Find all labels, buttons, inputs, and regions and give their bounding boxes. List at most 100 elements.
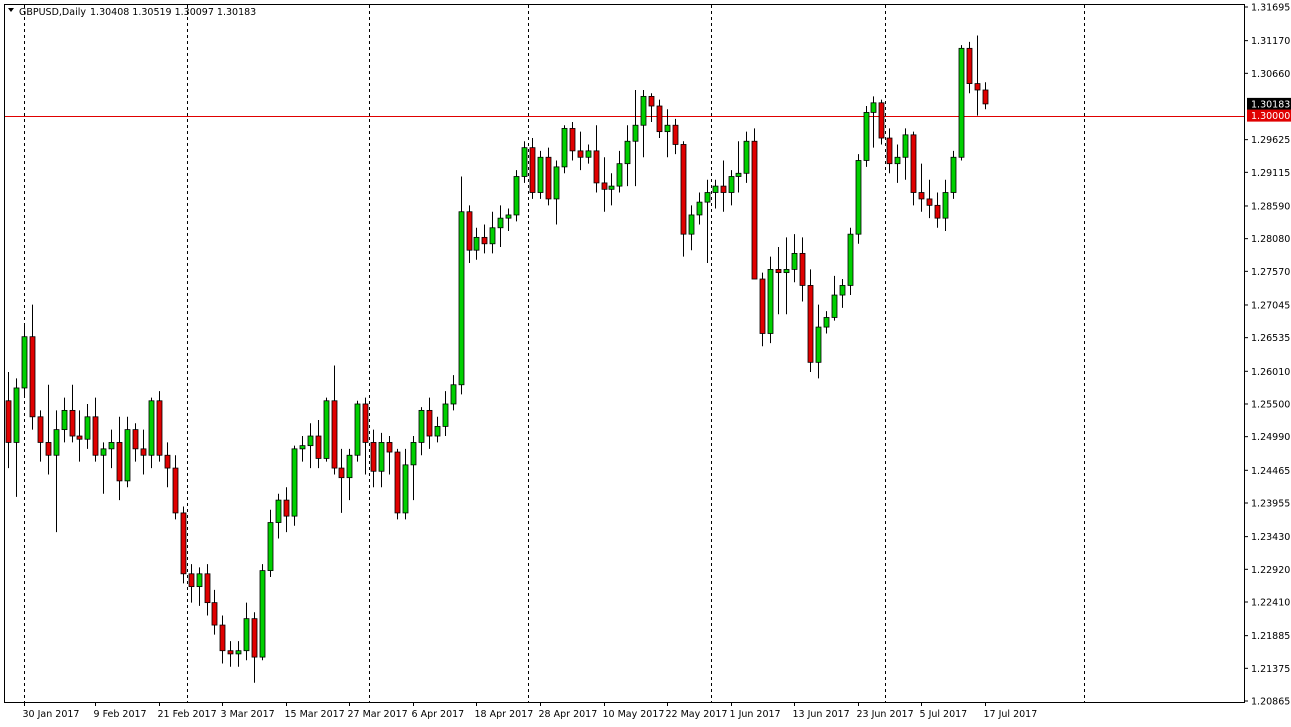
candle bbox=[275, 493, 282, 539]
candle-body-bull bbox=[712, 185, 719, 193]
candle-body-bear bbox=[5, 400, 12, 443]
candle bbox=[608, 173, 615, 206]
candle bbox=[982, 82, 989, 110]
candle bbox=[878, 99, 885, 145]
candle-body-bear bbox=[720, 185, 727, 193]
candle-body-bull bbox=[505, 214, 512, 219]
y-tick-label: 1.24990 bbox=[1251, 432, 1290, 443]
candle-body-bear bbox=[426, 409, 433, 437]
candle-body-bear bbox=[338, 467, 345, 479]
candle-body-bear bbox=[656, 105, 663, 133]
x-tick-label: 5 Jul 2017 bbox=[920, 709, 968, 720]
candle-body-bear bbox=[601, 182, 608, 190]
candle-body-bull bbox=[958, 47, 965, 158]
candle-body-bull bbox=[13, 387, 20, 443]
candle-body-bull bbox=[497, 217, 504, 229]
candle-body-bear bbox=[76, 435, 83, 440]
y-tick-label: 1.21885 bbox=[1251, 631, 1290, 642]
candle-body-bull bbox=[561, 128, 568, 168]
candle bbox=[21, 323, 28, 398]
candle-body-bear bbox=[775, 269, 782, 274]
candle-body-bear bbox=[219, 624, 226, 652]
y-tick-label: 1.26535 bbox=[1251, 333, 1290, 344]
collapse-triangle-icon[interactable] bbox=[8, 8, 14, 12]
candle bbox=[211, 589, 218, 635]
candle bbox=[497, 205, 504, 247]
candle bbox=[442, 391, 449, 437]
candle-body-bull bbox=[791, 252, 798, 270]
candle bbox=[775, 246, 782, 315]
x-tick-label: 27 Mar 2017 bbox=[348, 709, 408, 720]
candle bbox=[870, 96, 877, 148]
candle-body-bull bbox=[235, 650, 242, 655]
candle-body-bull bbox=[632, 124, 639, 142]
candle bbox=[807, 269, 814, 372]
y-tick-label: 1.23430 bbox=[1251, 532, 1290, 543]
candle-body-bull bbox=[767, 269, 774, 334]
candle bbox=[751, 128, 758, 280]
candle-body-bull bbox=[275, 499, 282, 523]
candle bbox=[601, 157, 608, 212]
candle-body-bull bbox=[847, 233, 854, 286]
candle-body-bear bbox=[116, 442, 123, 482]
x-tick-label: 3 Mar 2017 bbox=[221, 709, 275, 720]
candle-body-bull bbox=[434, 426, 441, 437]
candle-body-bear bbox=[331, 400, 338, 469]
candle-body-bull bbox=[553, 166, 560, 200]
candle bbox=[886, 128, 893, 174]
current-price-tag-label: 1.30183 bbox=[1251, 99, 1290, 110]
candle-body-bull bbox=[855, 160, 862, 235]
candle bbox=[847, 227, 854, 296]
candle bbox=[402, 448, 409, 520]
candle bbox=[863, 106, 870, 167]
candle-body-bear bbox=[878, 102, 885, 139]
candle bbox=[410, 436, 417, 501]
candle bbox=[283, 487, 290, 533]
candle-body-bear bbox=[926, 198, 933, 206]
candle-body-bear bbox=[172, 467, 179, 514]
y-tick-label: 1.29625 bbox=[1251, 135, 1290, 146]
y-tick-label: 1.22410 bbox=[1251, 597, 1290, 608]
candle-body-bull bbox=[21, 336, 28, 389]
candle-body-bull bbox=[624, 140, 631, 165]
y-tick-label: 1.22920 bbox=[1251, 565, 1290, 576]
candle-body-bull bbox=[299, 445, 306, 450]
candle bbox=[61, 397, 68, 443]
candle bbox=[783, 237, 790, 315]
candle bbox=[926, 179, 933, 219]
candle bbox=[473, 227, 480, 260]
candle-body-bull bbox=[458, 211, 465, 386]
candle-body-bear bbox=[680, 144, 687, 235]
candle bbox=[942, 179, 949, 231]
x-tick-label: 6 Apr 2017 bbox=[412, 709, 465, 720]
candle-body-bull bbox=[863, 112, 870, 161]
candle-body-bull bbox=[513, 176, 520, 216]
candle bbox=[164, 442, 171, 488]
candle-body-bull bbox=[346, 454, 353, 479]
candle bbox=[346, 448, 353, 501]
candle bbox=[458, 176, 465, 395]
candle-body-bear bbox=[918, 192, 925, 200]
candle-body-bull bbox=[108, 442, 115, 450]
candle bbox=[672, 118, 679, 155]
candle bbox=[299, 436, 306, 462]
candle-body-bull bbox=[815, 326, 822, 363]
candle bbox=[489, 211, 496, 254]
candle bbox=[148, 397, 155, 469]
candle bbox=[648, 93, 655, 123]
y-tick-label: 1.23955 bbox=[1251, 498, 1290, 509]
candle-body-bear bbox=[45, 442, 52, 456]
candle-body-bull bbox=[640, 95, 647, 126]
candle-body-bear bbox=[593, 150, 600, 184]
y-tick-label: 1.29115 bbox=[1251, 168, 1290, 179]
candle-body-bull bbox=[664, 124, 671, 133]
candle bbox=[394, 448, 401, 520]
y-tick-label: 1.27045 bbox=[1251, 300, 1290, 311]
chart-header: GBPUSD,Daily 1.30408 1.30519 1.30097 1.3… bbox=[8, 7, 256, 18]
candle bbox=[918, 163, 925, 212]
candle-body-bull bbox=[148, 400, 155, 456]
candle bbox=[386, 436, 393, 475]
candle-body-bear bbox=[386, 442, 393, 453]
candle-body-bull bbox=[950, 156, 957, 193]
